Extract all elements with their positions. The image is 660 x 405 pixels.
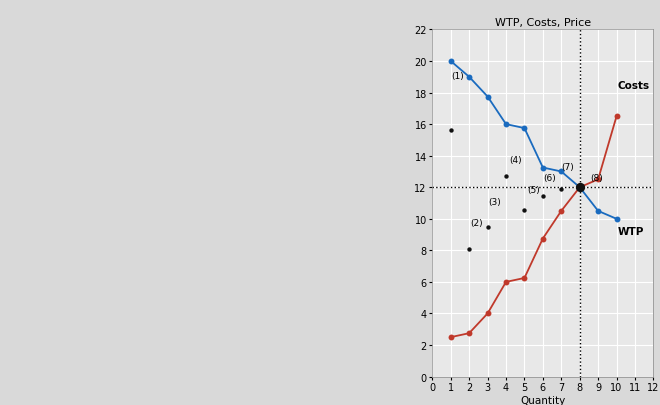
Point [537, 193, 548, 200]
Point [501, 173, 512, 180]
Point [611, 114, 622, 120]
Point [519, 126, 530, 132]
Point [574, 185, 585, 191]
Point [446, 59, 456, 65]
Point [537, 165, 548, 171]
Point [482, 224, 493, 230]
Point [574, 185, 585, 191]
Text: (3): (3) [488, 198, 501, 207]
Point [464, 246, 475, 252]
Text: (6): (6) [543, 173, 556, 182]
Point [519, 275, 530, 281]
Point [501, 122, 512, 128]
X-axis label: Quantity: Quantity [520, 395, 566, 405]
Point [556, 208, 566, 215]
Point [482, 311, 493, 317]
Point [574, 185, 585, 191]
Text: (2): (2) [470, 218, 482, 227]
Point [574, 185, 585, 191]
Point [446, 128, 456, 134]
Point [556, 186, 566, 193]
Text: (5): (5) [527, 186, 540, 195]
Title: WTP, Costs, Price: WTP, Costs, Price [495, 18, 591, 28]
Text: (7): (7) [561, 162, 574, 171]
Point [446, 334, 456, 341]
Point [519, 208, 530, 214]
Text: (8): (8) [590, 173, 603, 182]
Point [593, 208, 603, 215]
Point [556, 169, 566, 175]
Text: (1): (1) [451, 72, 465, 81]
Point [482, 94, 493, 100]
Text: WTP: WTP [618, 227, 644, 237]
Point [593, 177, 603, 183]
Text: Costs: Costs [618, 81, 649, 90]
Point [464, 330, 475, 337]
Point [501, 279, 512, 286]
Point [611, 216, 622, 222]
Text: (4): (4) [509, 155, 521, 164]
Point [464, 75, 475, 81]
Point [537, 236, 548, 242]
